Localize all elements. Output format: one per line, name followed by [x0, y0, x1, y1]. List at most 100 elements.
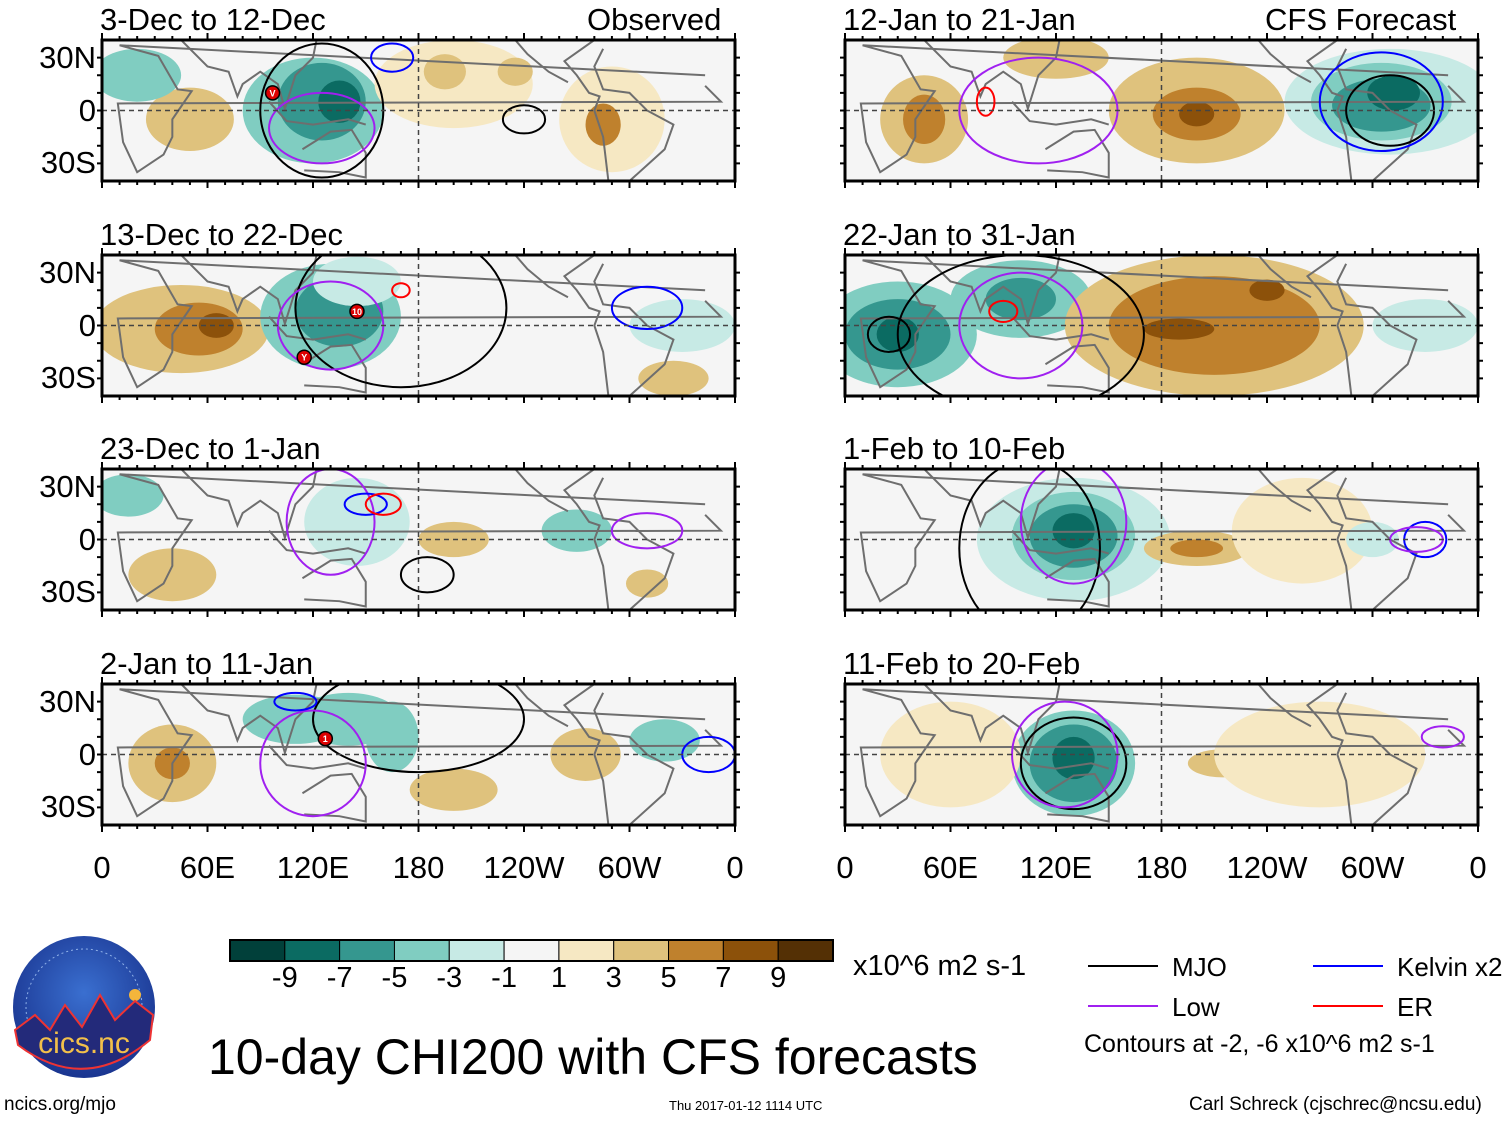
wave-contour — [610, 512, 684, 550]
wave-contour — [273, 691, 318, 712]
colorbar-swatch — [503, 939, 560, 962]
anomaly-region — [638, 360, 709, 396]
coastline — [180, 40, 318, 113]
map-panel-observed — [97, 462, 740, 617]
map-panel-forecast — [840, 248, 1483, 403]
coastline — [1257, 684, 1312, 728]
lat-tick-label: 30N — [39, 39, 96, 75]
panel-title: 11-Feb to 20-Feb — [843, 646, 1081, 681]
storm-label: 10 — [352, 307, 362, 317]
anomaly-region — [409, 768, 498, 811]
lon-tick-label: 60W — [1340, 850, 1405, 885]
legend-line-low — [1088, 1005, 1158, 1007]
panel-title: 13-Dec to 22-Dec — [100, 217, 343, 252]
coastline — [1011, 745, 1110, 770]
coastline — [1044, 128, 1110, 179]
legend-line-mjo — [1088, 965, 1158, 967]
lon-tick-label: 60E — [179, 850, 236, 885]
lat-tick-label: 30S — [40, 145, 96, 181]
coastline — [562, 469, 675, 610]
coastline — [859, 259, 1467, 389]
forecast-label: CFS Forecast — [1265, 2, 1457, 37]
colorbar-swatch — [613, 939, 670, 962]
map-panel-forecast — [840, 462, 1483, 617]
coastline — [923, 40, 1061, 113]
colorbar-label: -9 — [271, 962, 298, 994]
wave-contour — [958, 469, 1101, 610]
colorbar-swatch — [448, 939, 505, 962]
wave-contour — [501, 104, 547, 135]
tropical-cyclone-icon: Y — [296, 349, 312, 365]
coastline — [923, 469, 1061, 542]
colorbar-label: 9 — [770, 962, 787, 994]
anomaly-region — [903, 94, 946, 144]
map-panel-observed: 10 Y — [97, 248, 740, 403]
colorbar-swatch — [229, 939, 286, 962]
lat-tick-label: 0 — [78, 307, 96, 343]
coastline — [116, 259, 724, 389]
anomaly-region — [550, 728, 621, 781]
wave-contour — [259, 709, 367, 818]
wave-contour — [1019, 469, 1128, 585]
wave-contour — [312, 684, 525, 774]
coastline — [268, 316, 367, 341]
wave-contour — [294, 255, 508, 389]
wave-contour — [391, 282, 411, 299]
coastline — [1044, 343, 1110, 394]
coastline — [562, 684, 675, 825]
legend-label: Low — [1172, 992, 1220, 1022]
lat-tick-label: 0 — [78, 736, 96, 772]
lat-tick-label: 0 — [78, 521, 96, 557]
colorbar — [229, 939, 834, 962]
lon-tick-label: 120W — [483, 850, 565, 885]
wave-contour — [1420, 725, 1465, 749]
colorbar-label: -3 — [436, 962, 463, 994]
lon-tick-label: 0 — [1469, 850, 1487, 885]
coastline — [514, 255, 569, 299]
author: Carl Schreck (cjschrec@ncsu.edu) — [1189, 1094, 1482, 1115]
colorbar-label: 3 — [605, 962, 622, 994]
panel-title: 23-Dec to 1-Jan — [100, 431, 321, 466]
coastline — [1044, 557, 1110, 608]
wave-contour — [1318, 51, 1444, 153]
coastline — [301, 557, 367, 608]
storm-label: V — [270, 88, 276, 98]
coastline — [268, 745, 367, 770]
tropical-cyclone-icon: 10 — [349, 303, 365, 320]
colorbar-label: -1 — [491, 962, 517, 994]
legend-label: Kelvin x2 — [1397, 952, 1503, 982]
coastline — [514, 469, 569, 513]
lon-tick-label: 0 — [93, 850, 111, 885]
lon-tick-label: 60W — [597, 850, 662, 885]
colorbar-swatch — [284, 939, 341, 962]
colorbar-label: 5 — [660, 962, 677, 994]
legend-label: ER — [1397, 992, 1434, 1022]
coastline — [1305, 469, 1418, 610]
lon-tick-label: 180 — [1135, 850, 1188, 885]
anomaly-region — [365, 701, 419, 773]
panel-title: 22-Jan to 31-Jan — [843, 217, 1076, 252]
figure-title: 10-day CHI200 with CFS forecasts — [208, 1029, 978, 1085]
source-url[interactable]: ncics.org/mjo — [4, 1094, 116, 1115]
anomaly-region — [128, 548, 217, 602]
wave-contour — [975, 86, 996, 117]
anomaly-region — [1052, 736, 1095, 780]
cicsnc-logo: cics.nc — [13, 936, 155, 1078]
coastline — [116, 688, 724, 818]
coastline — [180, 469, 318, 542]
coastline — [1305, 684, 1418, 825]
coastline — [859, 44, 1467, 174]
anomaly-region — [1143, 318, 1215, 340]
anomaly-region — [198, 313, 234, 338]
lon-tick-label: 60E — [922, 850, 979, 885]
coastline — [1011, 101, 1110, 126]
coastline — [923, 255, 1061, 328]
lat-tick-label: 30N — [39, 683, 96, 719]
contour-note: Contours at -2, -6 x10^6 m2 s-1 — [1084, 1030, 1435, 1058]
anomaly-region — [313, 256, 401, 307]
lon-tick-label: 120E — [276, 850, 350, 885]
coastline — [180, 255, 318, 328]
lat-tick-label: 30N — [39, 468, 96, 504]
coastline — [514, 40, 569, 84]
wave-contour — [268, 91, 376, 165]
